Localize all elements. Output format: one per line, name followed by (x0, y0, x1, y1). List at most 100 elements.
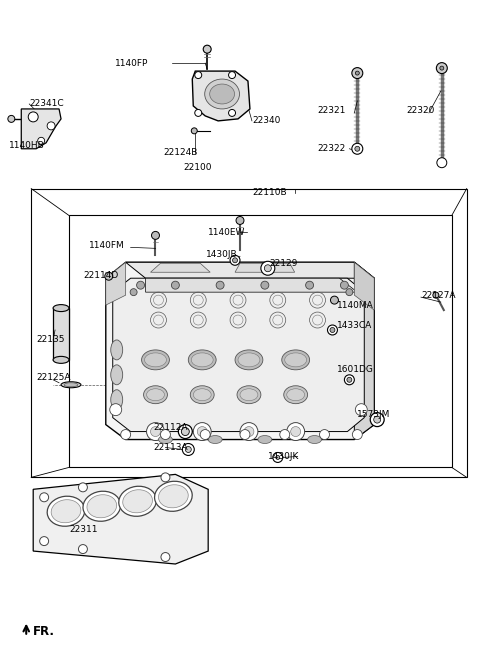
Text: 22321: 22321 (318, 106, 346, 116)
Circle shape (330, 296, 338, 304)
Text: 22135: 22135 (36, 336, 65, 344)
Ellipse shape (61, 382, 81, 388)
Text: 22125A: 22125A (36, 373, 71, 382)
Ellipse shape (87, 495, 117, 518)
Circle shape (436, 62, 447, 74)
Ellipse shape (144, 353, 167, 367)
Circle shape (200, 430, 210, 440)
Text: 1601DG: 1601DG (337, 365, 374, 374)
Circle shape (264, 265, 271, 272)
Circle shape (440, 66, 444, 70)
Circle shape (192, 128, 197, 134)
Ellipse shape (51, 500, 81, 523)
Circle shape (244, 426, 254, 436)
Circle shape (352, 143, 363, 154)
Ellipse shape (287, 389, 305, 401)
Ellipse shape (188, 350, 216, 370)
Ellipse shape (237, 386, 261, 403)
Text: 1140FP: 1140FP (115, 58, 148, 68)
Circle shape (181, 428, 189, 436)
Circle shape (160, 430, 170, 440)
Ellipse shape (111, 390, 123, 410)
Ellipse shape (238, 353, 260, 367)
Circle shape (355, 147, 360, 151)
Circle shape (161, 473, 170, 482)
Circle shape (28, 112, 38, 122)
Ellipse shape (158, 485, 188, 508)
Circle shape (197, 426, 207, 436)
Ellipse shape (119, 486, 156, 516)
Polygon shape (354, 262, 374, 440)
Ellipse shape (53, 356, 69, 363)
Circle shape (195, 110, 202, 116)
Bar (69, 215, 452, 467)
Circle shape (120, 430, 131, 440)
Text: 1430JK: 1430JK (268, 452, 299, 461)
Ellipse shape (210, 84, 235, 104)
Circle shape (228, 110, 236, 116)
Circle shape (228, 72, 236, 79)
Text: FR.: FR. (33, 625, 55, 638)
Polygon shape (354, 262, 374, 310)
Ellipse shape (111, 365, 123, 385)
Polygon shape (106, 262, 374, 440)
Circle shape (40, 537, 48, 545)
Text: 22124B: 22124B (164, 148, 198, 157)
Circle shape (152, 231, 159, 239)
Circle shape (330, 327, 335, 332)
Circle shape (370, 413, 384, 426)
Circle shape (280, 430, 290, 440)
Circle shape (374, 416, 381, 423)
Circle shape (230, 256, 240, 265)
Ellipse shape (308, 436, 322, 443)
Circle shape (130, 288, 137, 296)
Bar (143, 317, 334, 333)
Polygon shape (192, 71, 250, 121)
Circle shape (287, 422, 305, 441)
Polygon shape (235, 263, 295, 272)
Circle shape (355, 71, 360, 75)
Text: 1140EW: 1140EW (208, 228, 246, 237)
Ellipse shape (192, 353, 213, 367)
Text: 22113A: 22113A (154, 443, 188, 452)
Circle shape (240, 430, 250, 440)
Circle shape (327, 325, 337, 335)
Circle shape (306, 281, 313, 289)
Circle shape (195, 72, 202, 79)
Circle shape (161, 553, 170, 562)
Text: 22322: 22322 (318, 145, 346, 153)
Text: 22127A: 22127A (421, 290, 456, 300)
Ellipse shape (146, 389, 165, 401)
Text: 1140MA: 1140MA (337, 301, 374, 309)
Circle shape (355, 279, 367, 291)
Circle shape (240, 422, 258, 441)
Circle shape (47, 122, 55, 130)
Ellipse shape (282, 350, 310, 370)
Circle shape (344, 374, 354, 385)
Circle shape (352, 68, 363, 79)
Text: 1573JM: 1573JM (357, 410, 391, 419)
Circle shape (110, 403, 122, 416)
Circle shape (236, 216, 244, 225)
Circle shape (203, 45, 211, 53)
Circle shape (179, 424, 192, 438)
Circle shape (355, 403, 367, 416)
Text: 22114D: 22114D (83, 271, 118, 280)
Ellipse shape (53, 305, 69, 311)
Text: 22320: 22320 (406, 106, 434, 116)
Ellipse shape (123, 489, 153, 513)
Circle shape (437, 158, 447, 168)
Ellipse shape (83, 491, 120, 521)
Ellipse shape (258, 436, 272, 443)
Circle shape (40, 493, 48, 502)
Ellipse shape (111, 340, 123, 360)
Circle shape (273, 453, 283, 463)
Circle shape (276, 455, 280, 459)
Ellipse shape (190, 386, 214, 403)
Circle shape (346, 288, 353, 296)
Text: 1430JB: 1430JB (206, 250, 238, 259)
Polygon shape (33, 474, 208, 564)
Text: 22341C: 22341C (29, 99, 64, 108)
Ellipse shape (284, 386, 308, 403)
Circle shape (193, 422, 211, 441)
